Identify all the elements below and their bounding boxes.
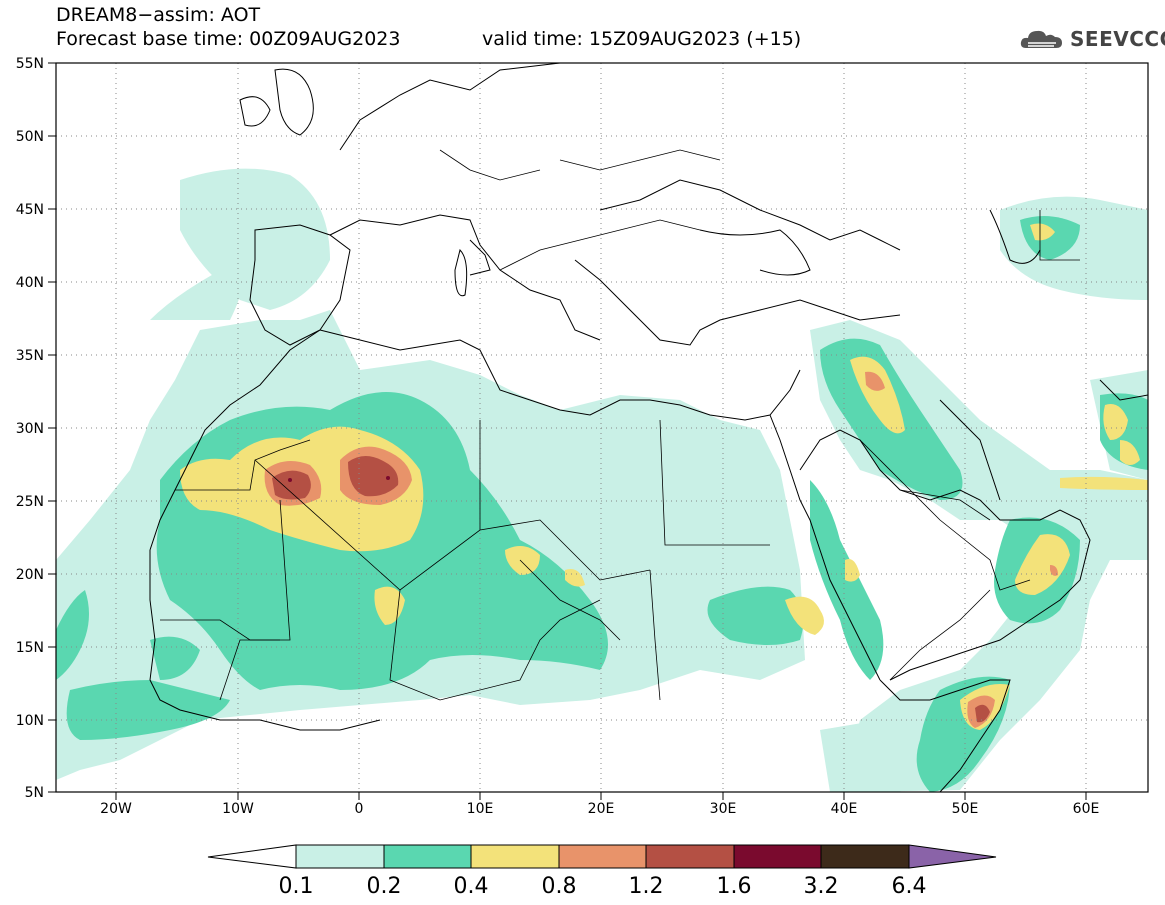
colorbar-max-arrow [908,844,997,869]
lon-label: 40E [831,801,858,817]
colorbar-label: 0.1 [279,874,314,899]
colorbar-label: 0.4 [454,874,489,899]
lon-label: 60E [1073,801,1100,817]
colorbar-label: 1.2 [629,874,664,899]
colorbar-swatch [820,844,910,869]
colorbar-label: 6.4 [892,874,927,899]
cloud-icon [1020,30,1062,48]
map-title: DREAM8−assim: AOT [56,4,261,26]
logo-text: SEEVCCC [1070,27,1165,51]
aot-fields [56,63,1148,792]
lon-label: 10W [222,801,254,817]
colorbar-swatch [645,844,735,869]
colorbar-label: 0.8 [542,874,577,899]
colorbar-min-arrow [207,844,297,869]
lon-label: 0 [355,801,364,817]
lat-label: 55N [16,56,44,72]
colorbar-label: 3.2 [804,874,839,899]
seevccc-logo: SEEVCCC [1018,24,1165,54]
colorbar-swatch [558,844,647,869]
lat-label: 10N [16,713,44,729]
aot-level-1.2 [272,456,990,723]
lat-axis: 55N 50N 45N 40N 35N 30N 25N 20N 15N 10N … [16,56,56,801]
colorbar-swatch [295,844,385,869]
colorbar-label: 1.6 [717,874,752,899]
lon-label: 10E [467,801,494,817]
colorbar-labels: 0.1 0.2 0.4 0.8 1.2 1.6 3.2 6.4 [279,874,927,899]
forecast-base-time: Forecast base time: 00Z09AUG2023 [56,28,401,50]
coastlines [149,63,1148,792]
lon-label: 20E [588,801,615,817]
lat-label: 25N [16,494,44,510]
lon-label: 50E [952,801,979,817]
valid-time: valid time: 15Z09AUG2023 (+15) [482,28,802,50]
lat-label: 40N [16,275,44,291]
colorbar [207,844,997,869]
lat-label: 30N [16,421,44,437]
aot-level-1.6 [288,476,390,482]
country-borders [160,149,1080,701]
colorbar-swatch [383,844,472,869]
lon-axis: 20W 10W 0 10E 20E 30E 40E 50E 60E [100,792,1099,817]
lon-label: 30E [710,801,737,817]
lat-label: 50N [16,129,44,145]
colorbar-swatch [733,844,822,869]
lat-label: 5N [25,785,44,801]
lon-label: 20W [100,801,132,817]
lat-label: 35N [16,348,44,364]
colorbar-swatch [470,844,560,869]
lat-label: 20N [16,567,44,583]
colorbar-label: 0.2 [367,874,402,899]
lat-label: 45N [16,202,44,218]
lat-label: 15N [16,640,44,656]
